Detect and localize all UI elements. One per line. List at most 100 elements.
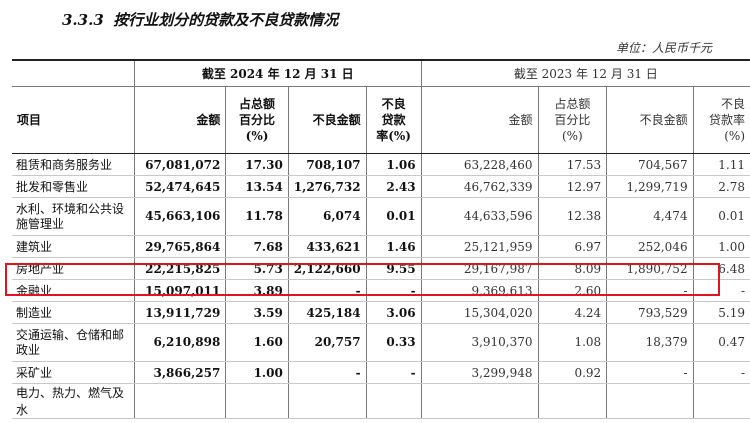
table-row: 水利、环境和公共设施管理业 45,663,106 11.78 6,074 0.0… <box>12 197 750 236</box>
cell-npl-ratio-2023: - <box>693 361 750 384</box>
cell-share-2023: 1.08 <box>538 323 608 362</box>
cell-share-2024: 3.89 <box>225 279 289 302</box>
cell-npl-ratio-2024 <box>366 383 422 419</box>
cell-amount-2023: 46,762,339 <box>421 175 539 198</box>
cell-share-2024: 1.00 <box>225 361 289 384</box>
cell-share-2023 <box>538 383 608 419</box>
cell-amount-2023: 25,121,959 <box>421 235 539 258</box>
header-share-2024: 占总额 百分比 (%) <box>225 86 289 154</box>
table-row: 批发和零售业 52,474,645 13.54 1,276,732 2.43 4… <box>12 175 750 198</box>
cell-share-2023: 17.53 <box>538 153 608 176</box>
header-npl-ratio-2023: 不良 贷款率 (%) <box>693 86 750 154</box>
cell-npl-2023: 252,046 <box>606 235 694 258</box>
header-item: 项目 <box>12 86 135 154</box>
cell-npl-2023: 793,529 <box>606 301 694 324</box>
cell-npl-2024 <box>288 383 367 419</box>
cell-share-2023: 0.92 <box>538 361 608 384</box>
cell-npl-2024: 708,107 <box>288 153 367 176</box>
header-amount-2023: 金额 <box>421 86 539 154</box>
cell-npl-ratio-2023: 2.78 <box>693 175 750 198</box>
cell-npl-2023: 704,567 <box>606 153 694 176</box>
cell-share-2023: 12.97 <box>538 175 608 198</box>
cell-npl-2024: 433,621 <box>288 235 367 258</box>
cell-share-2023: 12.38 <box>538 197 608 236</box>
cell-amount-2024: 29,765,864 <box>134 235 227 258</box>
cell-npl-2024: 2,122,660 <box>288 257 367 280</box>
cell-npl-ratio-2024: 1.06 <box>366 153 422 176</box>
cell-share-2024 <box>225 383 289 419</box>
cell-npl-2024: 20,757 <box>288 323 367 362</box>
header-period-2023: 截至 2023 年 12 月 31 日 <box>421 59 750 87</box>
row-label: 建筑业 <box>12 235 135 258</box>
header-npl-ratio-2024: 不良 贷款 率(%) <box>366 86 422 154</box>
row-label: 租赁和商务服务业 <box>12 153 135 176</box>
cell-amount-2024 <box>134 383 227 419</box>
section-heading: 3.3.3 按行业划分的贷款及不良贷款情况 <box>62 9 338 30</box>
table-row: 建筑业 29,765,864 7.68 433,621 1.46 25,121,… <box>12 235 750 258</box>
cell-share-2023: 4.24 <box>538 301 608 324</box>
header-npl-2024: 不良金额 <box>288 86 367 154</box>
loans-by-industry-table: 截至 2024 年 12 月 31 日 截至 2023 年 12 月 31 日 … <box>12 59 750 419</box>
cell-npl-ratio-2024: 2.43 <box>366 175 422 198</box>
cell-amount-2024: 3,866,257 <box>134 361 227 384</box>
cell-npl-ratio-2024: 3.06 <box>366 301 422 324</box>
cell-npl-2024: - <box>288 279 367 302</box>
cell-share-2023: 6.97 <box>538 235 608 258</box>
table-row-partial: 电力、热力、燃气及水 <box>12 383 750 419</box>
cell-amount-2023: 9,369,613 <box>421 279 539 302</box>
row-label: 交通运输、仓储和邮政业 <box>12 323 135 362</box>
row-label: 制造业 <box>12 301 135 324</box>
table-row: 采矿业 3,866,257 1.00 - - 3,299,948 0.92 - … <box>12 361 750 384</box>
header-blank <box>12 59 135 87</box>
row-label: 批发和零售业 <box>12 175 135 198</box>
row-label: 房地产业 <box>12 257 135 280</box>
table-row: 金融业 15,097,011 3.89 - - 9,369,613 2.60 -… <box>12 279 750 302</box>
cell-npl-2024: 6,074 <box>288 197 367 236</box>
cell-npl-ratio-2024: 9.55 <box>366 257 422 280</box>
table-row: 交通运输、仓储和邮政业 6,210,898 1.60 20,757 0.33 3… <box>12 323 750 362</box>
cell-amount-2024: 22,215,825 <box>134 257 227 280</box>
cell-share-2024: 1.60 <box>225 323 289 362</box>
cell-npl-ratio-2023: - <box>693 279 750 302</box>
table-row: 制造业 13,911,729 3.59 425,184 3.06 15,304,… <box>12 301 750 324</box>
cell-amount-2023: 29,167,987 <box>421 257 539 280</box>
header-amount-2024: 金额 <box>134 86 227 154</box>
cell-npl-ratio-2023: 6.48 <box>693 257 750 280</box>
cell-amount-2024: 45,663,106 <box>134 197 227 236</box>
cell-amount-2023: 63,228,460 <box>421 153 539 176</box>
cell-share-2024: 3.59 <box>225 301 289 324</box>
cell-npl-2023 <box>606 383 694 419</box>
cell-share-2024: 13.54 <box>225 175 289 198</box>
header-share-2023: 占总额 百分比 (%) <box>538 86 608 154</box>
cell-npl-2023: 18,379 <box>606 323 694 362</box>
cell-amount-2024: 13,911,729 <box>134 301 227 324</box>
cell-amount-2023: 3,910,370 <box>421 323 539 362</box>
cell-npl-ratio-2024: 0.01 <box>366 197 422 236</box>
cell-npl-2023: 4,474 <box>606 197 694 236</box>
cell-npl-2023: - <box>606 361 694 384</box>
row-label: 采矿业 <box>12 361 135 384</box>
cell-share-2023: 2.60 <box>538 279 608 302</box>
section-number: 3.3.3 <box>62 11 104 29</box>
cell-npl-2023: 1,299,719 <box>606 175 694 198</box>
header-period-2024: 截至 2024 年 12 月 31 日 <box>134 59 422 87</box>
cell-npl-ratio-2023: 1.11 <box>693 153 750 176</box>
header-npl-2023: 不良金额 <box>606 86 694 154</box>
cell-amount-2024: 67,081,072 <box>134 153 227 176</box>
cell-share-2024: 11.78 <box>225 197 289 236</box>
cell-npl-2023: - <box>606 279 694 302</box>
table-row: 租赁和商务服务业 67,081,072 17.30 708,107 1.06 6… <box>12 153 750 176</box>
cell-amount-2023: 44,633,596 <box>421 197 539 236</box>
row-label: 水利、环境和公共设施管理业 <box>12 197 135 236</box>
row-label: 电力、热力、燃气及水 <box>12 383 135 419</box>
cell-npl-ratio-2024: - <box>366 361 422 384</box>
cell-amount-2023: 3,299,948 <box>421 361 539 384</box>
cell-npl-ratio-2023: 1.00 <box>693 235 750 258</box>
cell-npl-ratio-2023: 5.19 <box>693 301 750 324</box>
cell-npl-ratio-2024: - <box>366 279 422 302</box>
cell-amount-2023: 15,304,020 <box>421 301 539 324</box>
cell-amount-2024: 6,210,898 <box>134 323 227 362</box>
cell-share-2024: 7.68 <box>225 235 289 258</box>
cell-amount-2024: 15,097,011 <box>134 279 227 302</box>
cell-share-2024: 17.30 <box>225 153 289 176</box>
